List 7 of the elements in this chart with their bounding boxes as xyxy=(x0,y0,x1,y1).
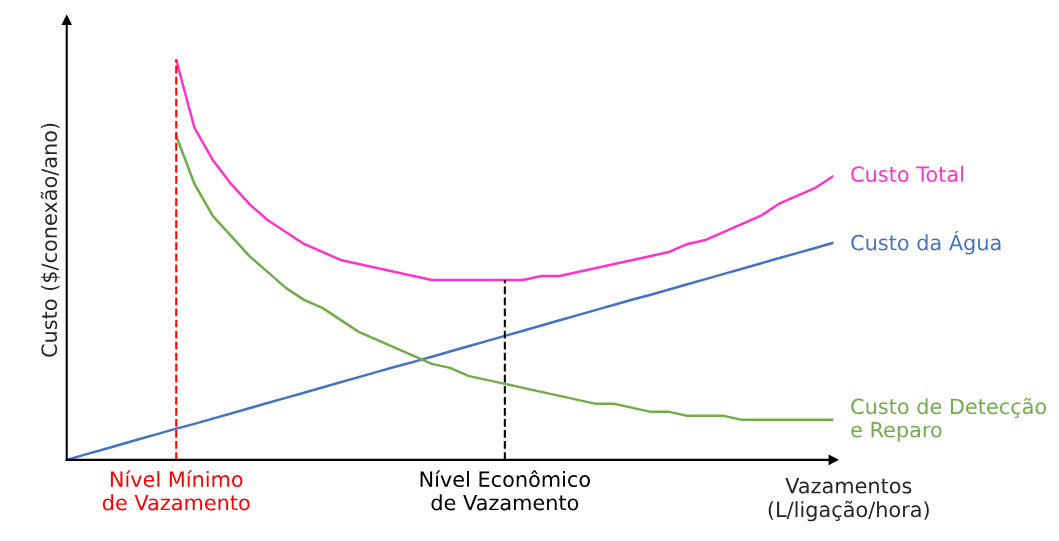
series-label: Custo Total xyxy=(851,165,963,182)
y-axis-title: Custo ($/conexão/ano) xyxy=(40,123,60,357)
series-label: Custo da Água xyxy=(851,230,1001,255)
x-tick-label: Nível Mínimo de Vazamento xyxy=(102,470,250,511)
x-tick-label: Nível Econômico de Vazamento xyxy=(420,470,590,511)
series-label: Custo de Detecção e Reparo xyxy=(851,397,1047,442)
x-axis-title: Vazamentos (L/ligação/hora) xyxy=(768,478,929,522)
